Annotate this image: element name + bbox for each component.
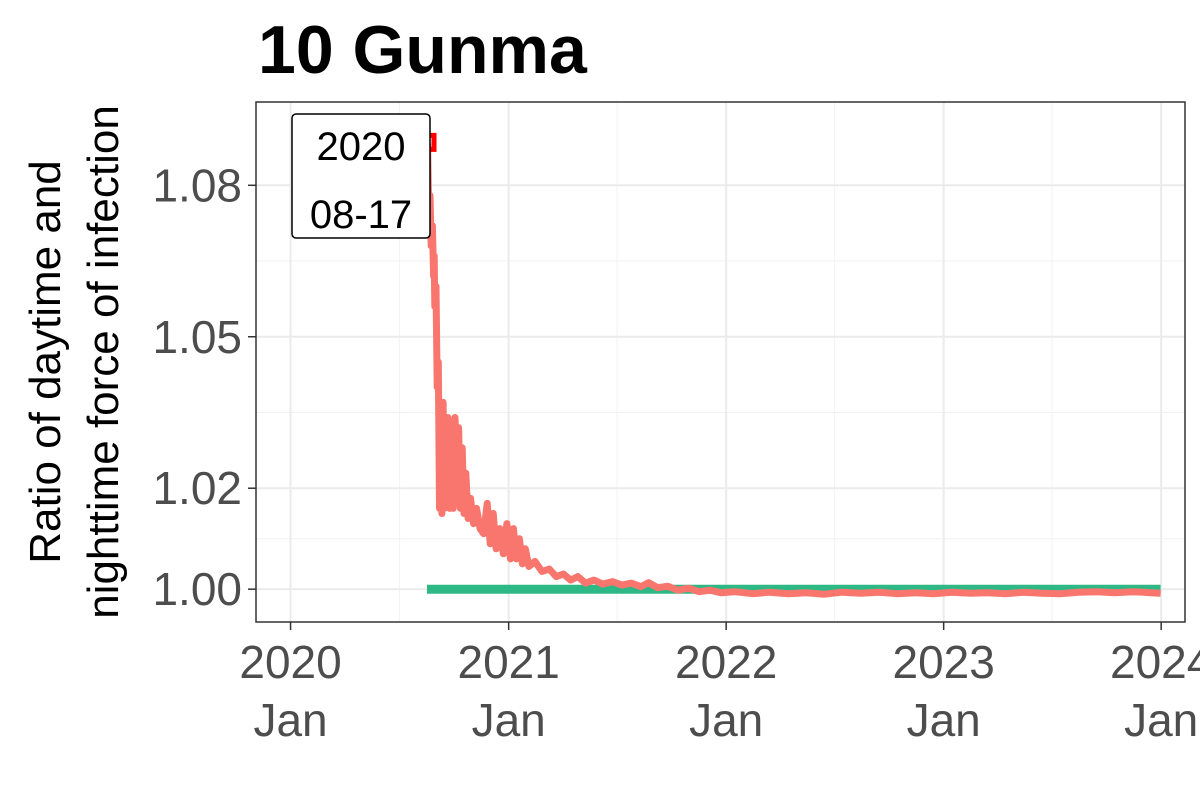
x-axis: 2020 Jan 2021 Jan 2022 Jan 2023 Jan 2024 Jan <box>239 622 1200 746</box>
annotation-year: 2020 <box>317 125 406 169</box>
x-tick-label-year: 2022 <box>675 636 777 688</box>
y-axis: 1.00 1.02 1.05 1.08 <box>152 159 256 615</box>
chart-title: 10 Gunma <box>258 12 588 88</box>
x-tick-label-year: 2020 <box>239 636 341 688</box>
x-tick-label-month: Jan <box>907 694 981 746</box>
series-layer <box>417 132 1161 598</box>
y-axis-label: Ratio of daytime and nighttime force of … <box>21 105 128 619</box>
x-tick-label-month: Jan <box>689 694 763 746</box>
y-tick-label: 1.08 <box>152 159 242 211</box>
x-tick-label-month: Jan <box>472 694 546 746</box>
annotation-date: 08-17 <box>310 193 412 237</box>
annotation-box <box>291 113 431 239</box>
y-tick-label: 1.00 <box>152 563 242 615</box>
x-tick-label-year: 2021 <box>457 636 559 688</box>
date-annotation: 2020 08-17 <box>291 113 431 239</box>
y-axis-label-line-1: Ratio of daytime and <box>21 160 70 564</box>
plot-panel-border <box>255 101 1186 623</box>
x-tick-label-year: 2024 <box>1110 636 1200 688</box>
x-tick-label-month: Jan <box>253 694 327 746</box>
x-tick-label-year: 2023 <box>892 636 994 688</box>
y-axis-label-line-2: nighttime force of infection <box>79 105 128 619</box>
series-line-ratio <box>423 141 1161 598</box>
y-tick-label: 1.05 <box>152 311 242 363</box>
x-tick-label-month: Jan <box>1124 694 1198 746</box>
y-tick-label: 1.02 <box>152 462 242 514</box>
